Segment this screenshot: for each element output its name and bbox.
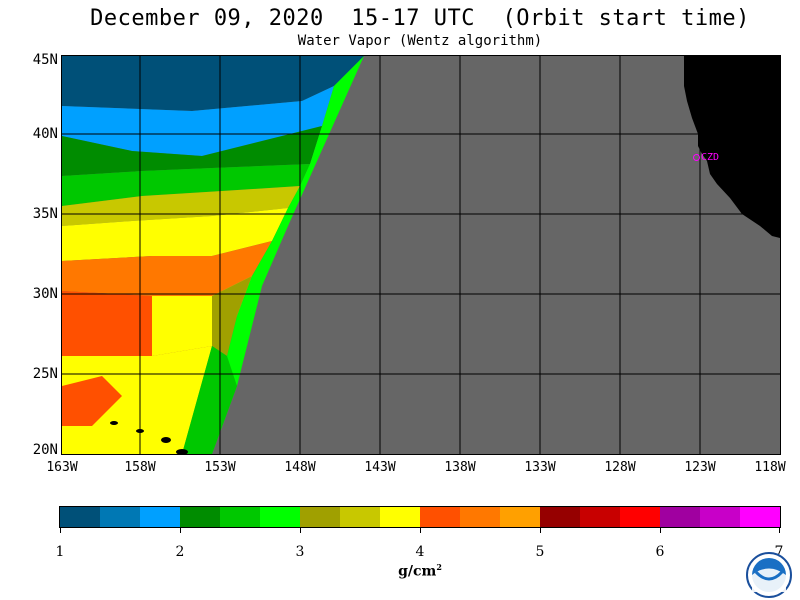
island-shape [110,421,118,425]
color-scale-label: 6 [655,544,665,560]
lat-label: 35N [32,206,58,222]
color-scale-tick [540,527,541,533]
color-scale-swatch [60,507,100,527]
color-scale-tick [60,527,61,533]
units-text: g/cm [398,563,437,580]
color-scale-swatch [260,507,300,527]
lat-label: 20N [32,442,58,458]
swath-band-orange-far-south [62,376,122,426]
color-scale-swatch [140,507,180,527]
color-scale-bar [59,506,781,528]
noaa-logo-icon [746,552,792,598]
lat-label: 40N [32,126,58,142]
map-subtitle: Water Vapor (Wentz algorithm) [297,33,543,49]
swath-band-olive [62,186,300,226]
lon-label: 133W [524,460,556,475]
water-vapor-map [61,55,781,455]
map-title: December 09, 2020 15-17 UTC (Orbit start… [90,6,750,31]
color-scale-swatch [500,507,540,527]
color-scale-swatch [700,507,740,527]
grid-lines [62,56,780,454]
station-label: CZD [701,152,720,163]
color-scale-swatch [460,507,500,527]
station-marker-czd: CZD [693,152,719,163]
swath-band-navy [62,56,364,111]
swath-band-yellow-far-south [62,346,212,454]
swath-band-green [62,164,310,206]
lat-label: 30N [32,286,58,302]
color-scale-swatch [620,507,660,527]
color-scale-label: 4 [415,544,425,560]
color-scale-label: 1 [55,544,65,560]
color-scale-swatch [740,507,780,527]
color-scale-tick [300,527,301,533]
units-power: 2 [436,562,442,572]
color-scale-swatch [420,507,460,527]
island-shape [176,449,188,454]
station-icon [693,153,700,161]
color-scale-tick [779,527,780,533]
lon-label: 153W [204,460,236,475]
lon-label: 123W [684,460,716,475]
units-label: g/cm2 [380,562,460,580]
swath-band-darkgreen [62,126,322,176]
color-scale-swatch [100,507,140,527]
lon-label: 138W [444,460,476,475]
lon-label: 143W [364,460,396,475]
swath-band-yellow [62,208,288,261]
lat-label: 45N [32,52,58,68]
color-scale-label: 7 [774,544,784,560]
map-swath-layer [62,56,780,454]
color-scale-swatch [340,507,380,527]
color-scale-swatch [220,507,260,527]
swath-band-blue [62,86,334,156]
color-scale-label: 3 [295,544,305,560]
color-scale-tick [660,527,661,533]
lon-label: 163W [46,460,78,475]
land-mass [684,56,780,238]
color-scale-swatch [580,507,620,527]
color-scale-swatch [300,507,340,527]
swath-band-green-far-south [182,346,237,454]
color-scale-swatch [180,507,220,527]
swath-band-green-east [182,56,364,454]
color-scale-tick [180,527,181,533]
lon-label: 158W [124,460,156,475]
island-shape [161,437,171,443]
color-scale-label: 2 [175,544,185,560]
color-scale-swatch [540,507,580,527]
lon-label: 148W [284,460,316,475]
color-scale-tick [420,527,421,533]
lon-label: 128W [604,460,636,475]
color-scale-swatch [380,507,420,527]
color-scale-swatch [660,507,700,527]
color-scale-label: 5 [535,544,545,560]
swath-band-olive-south [212,276,252,356]
lon-label: 118W [754,460,786,475]
lat-label: 25N [32,366,58,382]
